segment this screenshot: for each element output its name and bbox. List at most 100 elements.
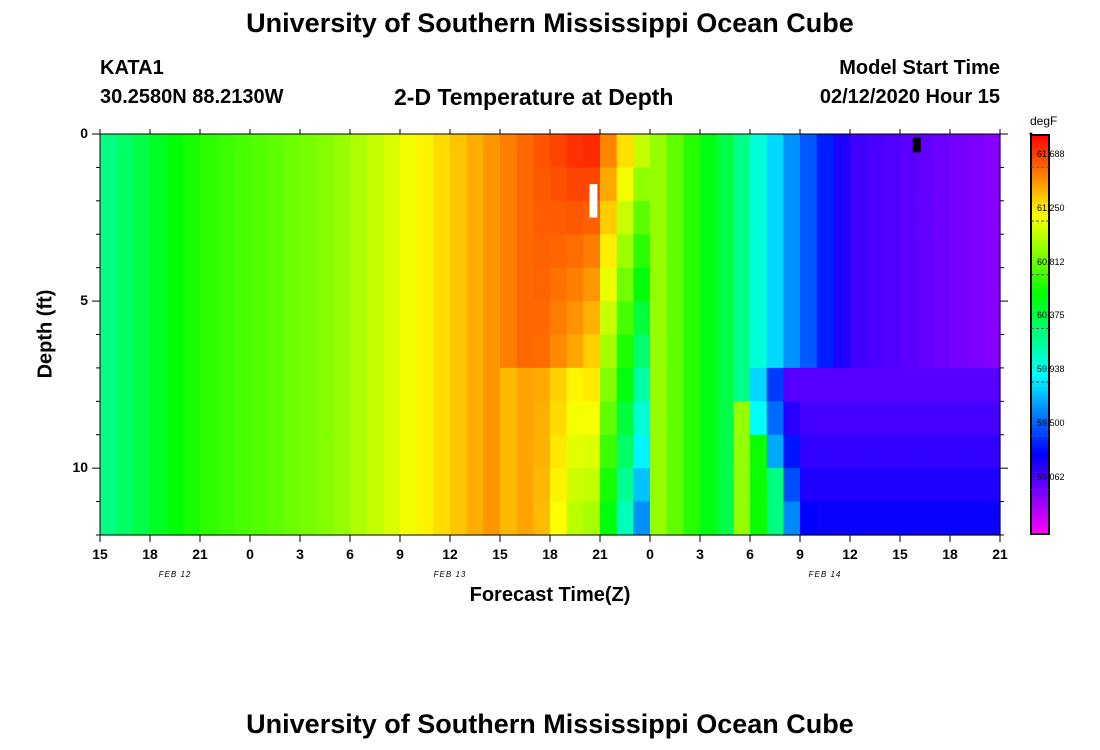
heatmap-cell [200,401,218,436]
heatmap-cell [716,501,734,536]
heatmap-cell [733,468,751,503]
heatmap-cell [383,301,401,336]
heatmap-cell [133,468,151,503]
heatmap-cell [400,401,418,436]
heatmap-cell [666,468,684,503]
heatmap-cell [716,134,734,169]
colorbar-segment [1031,201,1049,206]
heatmap-cell [216,401,234,436]
colorbar-segment [1031,517,1049,522]
colorbar-segment [1031,424,1049,429]
heatmap-cell [816,401,834,436]
colorbar-segment [1031,430,1049,435]
heatmap-cell [833,334,851,369]
heatmap-cell [416,334,434,369]
heatmap-cell [400,434,418,469]
heatmap-cell [316,200,334,235]
heatmap-cell [566,434,584,469]
heatmap-cell [866,301,884,336]
heatmap-cell [183,468,201,503]
heatmap-cell [900,501,918,536]
heatmap-cell [133,401,151,436]
heatmap-cell [100,301,118,336]
station-id: KATA1 [100,57,164,79]
heatmap-cell [950,434,968,469]
heatmap-cell [866,501,884,536]
heatmap-cell [550,334,568,369]
heatmap-cell [750,334,768,369]
heatmap-cell [683,468,701,503]
heatmap-cell [583,334,601,369]
heatmap-cell [300,267,318,302]
heatmap-cell [366,367,384,402]
colorbar-segment [1031,347,1049,352]
heatmap-cell [850,301,868,336]
chart-subtitle: 2-D Temperature at Depth [394,84,674,110]
colorbar-segment [1031,238,1049,242]
heatmap-cell [150,367,168,402]
heatmap-cell [366,468,384,503]
heatmap-cell [150,334,168,369]
colorbar-segment [1031,357,1049,362]
heatmap-cell [383,501,401,536]
x-tick-label: 9 [396,546,404,562]
heatmap-cell [783,134,801,169]
heatmap-cell [150,200,168,235]
colorbar-segment [1031,287,1049,292]
heatmap-cell [533,501,551,536]
colorbar-segment [1031,304,1049,309]
heatmap-cell [633,267,651,302]
heatmap-cell [150,401,168,436]
heatmap-cell [350,334,368,369]
heatmap-cell [483,434,501,469]
heatmap-cell [600,367,618,402]
heatmap-cell [266,501,284,536]
heatmap-cell [716,367,734,402]
colorbar-segment [1031,188,1049,193]
heatmap-cell [783,200,801,235]
heatmap-cell [833,401,851,436]
colorbar-segment [1031,490,1049,495]
colorbar-segment [1031,414,1049,419]
colorbar-segment [1031,487,1049,492]
heatmap-cell [950,200,968,235]
heatmap-cell [400,200,418,235]
heatmap-cell [133,301,151,336]
heatmap-cell [966,434,984,469]
heatmap-cell [566,134,584,169]
x-tick-label: 3 [296,546,304,562]
heatmap-cell [866,434,884,469]
heatmap-cell [883,434,901,469]
heatmap-cell [516,134,534,169]
heatmap-cell [783,367,801,402]
colorbar-segment [1031,510,1049,515]
heatmap-cell [350,234,368,269]
colorbar-tick-label: 59.938 [1037,364,1065,374]
heatmap-cell [633,401,651,436]
heatmap-cell [366,200,384,235]
heatmap-cell [783,434,801,469]
heatmap-cell [233,167,251,202]
heatmap-cell [983,367,1001,402]
x-tick-label: 18 [942,546,958,562]
heatmap-cell [883,134,901,169]
footer-title: University of Southern Mississippi Ocean… [246,709,854,739]
heatmap-cell [400,501,418,536]
heatmap-cell [733,367,751,402]
heatmap-cell [216,468,234,503]
heatmap-cell [616,301,634,336]
heatmap-cell [316,367,334,402]
station-coordinates: 30.2580N 88.2130W [100,86,284,108]
heatmap-cell [583,367,601,402]
heatmap-cell [950,301,968,336]
heatmap-cell [650,134,668,169]
colorbar-segment [1031,214,1049,219]
heatmap-cell [483,367,501,402]
heatmap-cell [433,134,451,169]
heatmap-cell [933,167,951,202]
heatmap-cell [950,234,968,269]
colorbar-tick-label: 60.812 [1037,256,1065,267]
heatmap-cell [466,401,484,436]
heatmap-cell [266,167,284,202]
heatmap-cell [733,234,751,269]
